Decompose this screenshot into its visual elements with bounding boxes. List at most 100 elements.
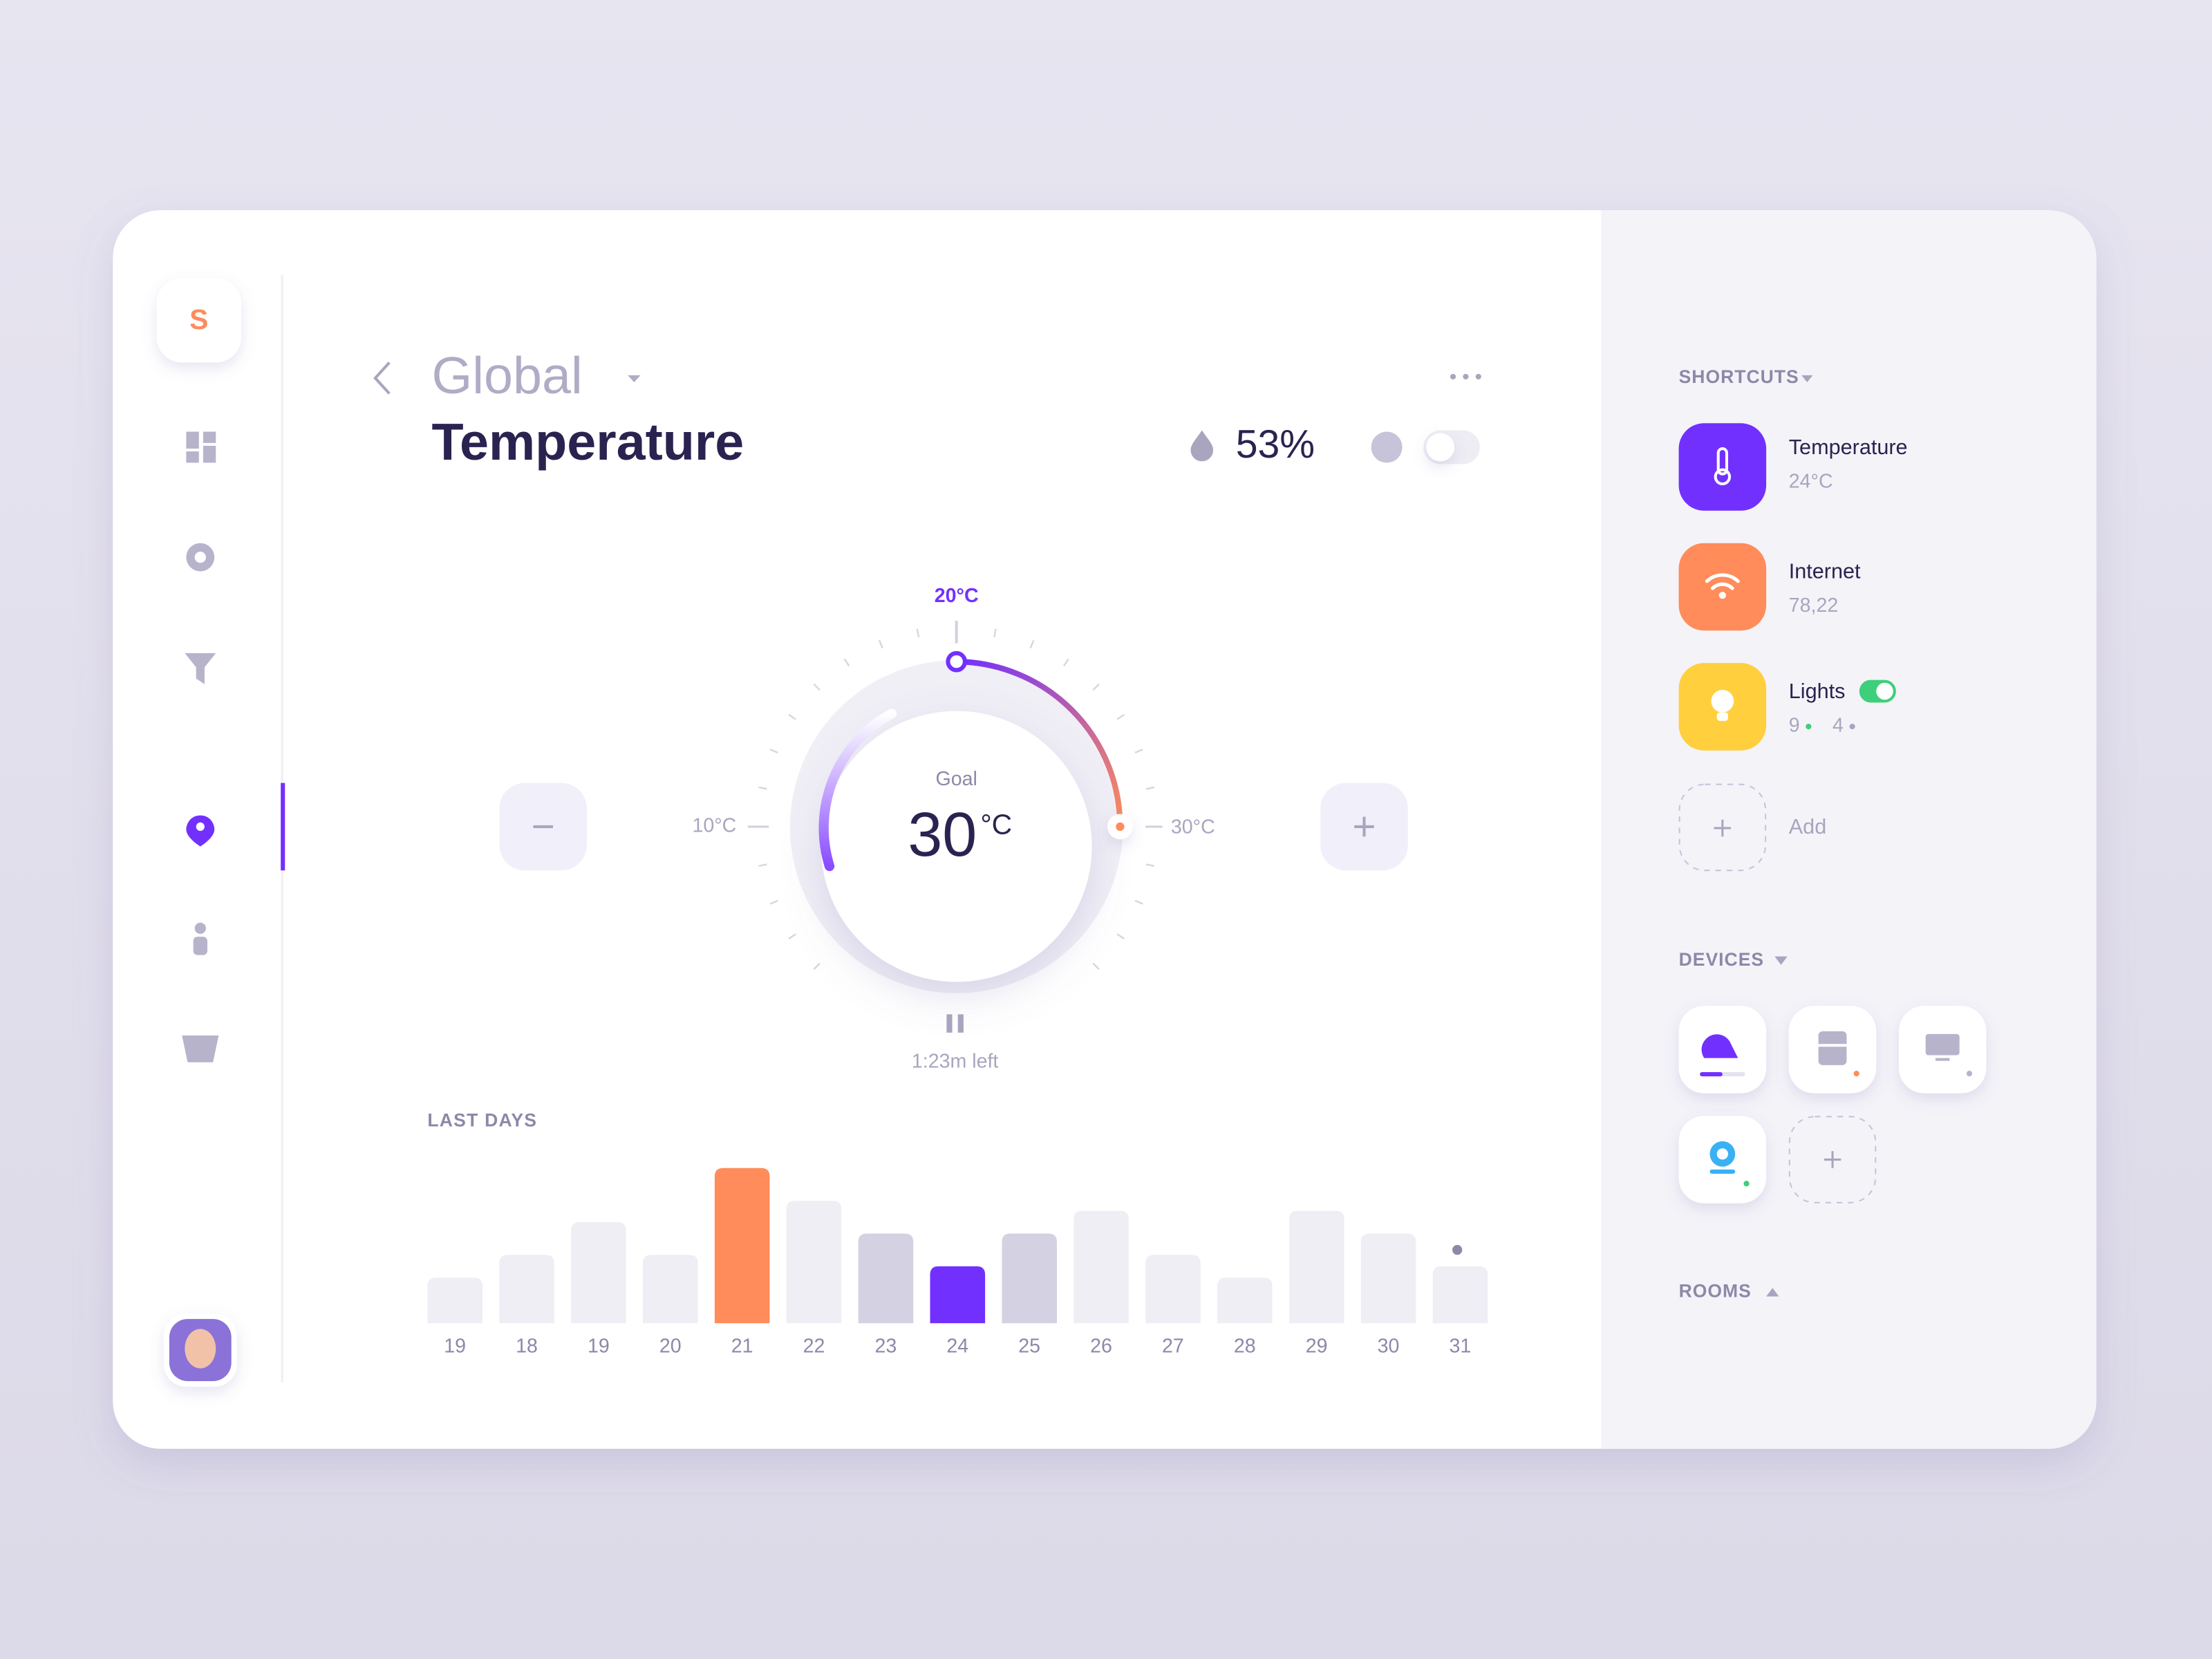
breadcrumb-caret [628,375,641,383]
dial-tick [1029,639,1035,649]
trash-icon[interactable] [182,1035,219,1062]
dial-progress-arc [956,659,1123,827]
dial-ticks [758,628,1155,971]
bar-label: 25 [1018,1335,1040,1358]
breadcrumb[interactable]: Global [431,347,582,405]
shortcuts-title: SHORTCUTS [1679,366,1799,387]
rooms-caret [1766,1288,1779,1297]
dial-tick [788,713,796,720]
devices-title: DEVICES [1679,949,1765,970]
bar [930,1266,986,1324]
bar [1217,1277,1273,1324]
goal-marker-dot [1116,822,1125,832]
dial-tick [1134,899,1143,905]
bar-label: 30 [1378,1335,1400,1358]
lights-on-count: 9 [1789,715,1800,737]
goal-value: 30 [908,800,977,870]
dial-tick [769,899,778,905]
add-device-button[interactable] [1788,1116,1877,1203]
internet-shortcut-icon[interactable] [1678,543,1767,631]
status-dot [1806,723,1812,730]
goal-unit: °C [980,809,1012,841]
add-shortcut-button[interactable] [1678,783,1767,872]
min-label: 10°C [692,814,736,836]
bar-label: 27 [1162,1335,1184,1358]
dashboard-icon[interactable] [186,431,199,449]
timer: 1:23m left [912,1050,998,1072]
bar-label: 21 [731,1335,753,1358]
nav-active-indicator [281,782,285,871]
dial-face [821,711,1092,982]
more-menu[interactable] [1450,373,1481,379]
dial-tick [878,639,883,649]
dial-tick [769,749,778,754]
dial-tick [1116,713,1125,720]
add-icon [1824,1151,1841,1168]
last-days-bars: 19 18 19 20 21 22 23 24 25 26 27 28 29 30 31 [427,1168,1488,1358]
dial-tick [1116,933,1125,940]
dial-tick [843,658,850,667]
add-icon [1714,819,1732,837]
shortcut-name: Internet [1789,560,1861,583]
status-dot [1849,723,1855,730]
bar [714,1168,770,1324]
dial-tick [813,962,821,971]
add-label[interactable]: Add [1789,815,1826,838]
bar-label: 24 [946,1335,968,1358]
bar-label: 31 [1450,1335,1472,1358]
nav-icons [182,431,219,1062]
dial-tick [788,933,796,940]
dial-tick [1134,749,1143,754]
dial-tick [1145,786,1155,790]
fan-toggle-knob [1426,433,1455,462]
current-marker[interactable] [946,650,967,673]
goal-label: Goal [936,768,977,790]
filter-icon[interactable] [185,653,216,684]
bar [786,1201,842,1324]
increase-icon [1354,816,1374,837]
bar [499,1255,554,1324]
fan-icon [1371,431,1403,463]
bar-label: 29 [1306,1335,1328,1358]
bar-label: 18 [516,1335,538,1358]
bar [1288,1210,1344,1324]
shortcut-name: Temperature [1789,435,1908,459]
current-label: 20°C [935,585,979,607]
shortcuts-caret [1801,375,1813,383]
pause-button[interactable] [946,1014,964,1033]
dial-tick [813,683,821,691]
lights-off-count: 4 [1833,715,1844,737]
humidity-value: 53% [1236,422,1315,467]
dial-tick [1092,962,1100,971]
bar-label: 23 [875,1335,897,1358]
humidity-icon [1190,430,1214,462]
bar [1074,1210,1129,1324]
shortcut-detail: 78,22 [1789,594,1838,617]
bar-label: 26 [1090,1335,1112,1358]
shortcut-name: Lights [1789,679,1846,703]
bar [643,1255,698,1324]
brand-letter: S [189,303,208,335]
page-title: Temperature [431,413,744,471]
temperature-shortcut-icon[interactable] [1678,423,1767,511]
dial-tick [1062,658,1069,667]
dial-tick [916,628,920,637]
dial-tick [1092,683,1100,691]
bar-label: 28 [1234,1335,1256,1358]
brand-logo[interactable] [156,278,241,363]
avatar-face [185,1329,216,1369]
rooms-title: ROOMS [1679,1280,1752,1301]
bar [571,1222,626,1324]
today-dot [1452,1245,1463,1255]
back-button[interactable] [373,362,391,395]
devices-caret [1774,956,1788,965]
max-label: 30°C [1171,816,1215,838]
bar-label: 19 [588,1335,610,1358]
person-icon[interactable] [194,922,206,935]
last-days-title: LAST DAYS [427,1109,537,1130]
dial-tick [1145,863,1155,868]
right-panel [1601,210,2097,1449]
dial-inner-arc [818,709,897,872]
lights-toggle-knob [1876,682,1893,700]
